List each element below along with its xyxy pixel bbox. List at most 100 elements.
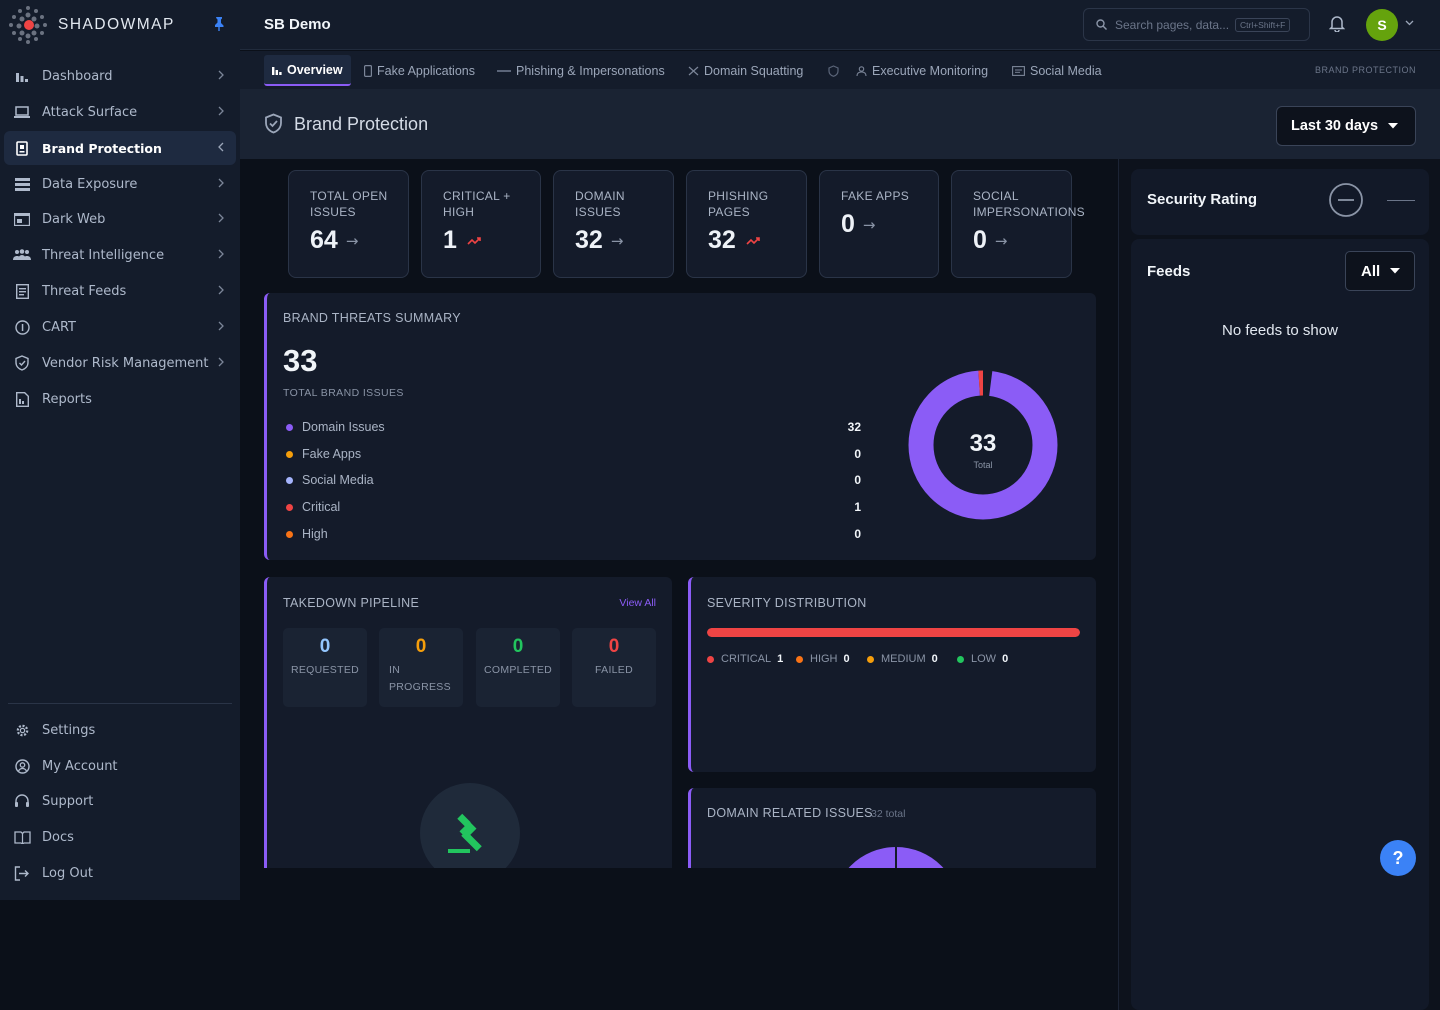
legend-value: 0 [854,473,861,487]
pin-icon[interactable] [212,16,226,32]
tab-fake-applications[interactable]: Fake Applications [364,55,475,86]
tab-label: Phishing & Impersonations [516,63,665,78]
tab-domain-squatting[interactable]: Domain Squatting [688,55,803,86]
arrow-right-icon: → [994,231,1008,250]
legend-label: High [302,527,328,541]
sidebar-item-label: Log Out [42,865,93,881]
legend-value: 1 [854,500,861,514]
shadowmap-logo-icon [9,6,47,44]
view-all-link[interactable]: View All [619,597,656,609]
user-circle-icon [12,756,32,776]
takedown-stage-failed[interactable]: 0 FAILED [572,628,656,707]
security-rating-title: Security Rating [1147,191,1258,208]
takedown-stage-completed[interactable]: 0 COMPLETED [476,628,560,707]
avatar[interactable]: S [1366,9,1398,41]
book-icon [12,827,32,847]
tab-label: Executive Monitoring [872,63,989,78]
panel-title: SEVERITY DISTRIBUTION [707,596,867,610]
stage-label: COMPLETED [483,664,553,676]
stat-card-critical-high[interactable]: CRITICAL + HIGH 1 [421,170,541,278]
sidebar-item-my-account[interactable]: My Account [4,749,236,783]
legend-dot [957,655,964,663]
sidebar: SHADOWMAP Dashboard Attack Surface Brand… [0,0,240,900]
sidebar-item-brand-protection[interactable]: Brand Protection [4,131,236,165]
legend-label: MEDIUM [881,653,926,665]
no-feeds-message: No feeds to show [1222,322,1338,339]
right-column: Security Rating Feeds All No feeds to sh… [1118,159,1440,1010]
stage-value: 0 [512,636,524,657]
security-rating-card: Security Rating [1131,169,1429,235]
sidebar-item-logout[interactable]: Log Out [4,856,236,890]
takedown-stage-requested[interactable]: 0 REQUESTED [283,628,367,707]
stage-label: FAILED [595,664,633,676]
tab-bar: Overview Fake Applications Phishing & Im… [240,51,1440,89]
search-input[interactable] [1115,17,1233,32]
legend-dot [286,450,293,458]
legend-row-critical: Critical 1 [286,497,861,517]
chevron-down-icon[interactable] [1405,20,1414,26]
stat-card-phishing-pages[interactable]: PHISHING PAGES 32 [686,170,807,278]
legend-row-high: High 0 [286,524,861,544]
legend-label: Critical [302,500,341,514]
stat-card-domain-issues[interactable]: DOMAIN ISSUES 32 → [553,170,674,278]
sidebar-item-docs[interactable]: Docs [4,820,236,854]
sidebar-item-label: Reports [42,391,92,407]
stat-card-social-impersonations[interactable]: SOCIAL IMPERSONATIONS 0 → [951,170,1085,278]
sidebar-item-support[interactable]: Support [4,784,236,818]
sidebar-item-dashboard[interactable]: Dashboard [4,59,236,93]
date-range-value: Last 30 days [1291,118,1379,134]
sidebar-item-label: Settings [42,722,96,738]
search-box[interactable]: Ctrl+Shift+F [1083,8,1310,41]
tab-executive-monitoring[interactable]: Executive Monitoring [856,55,988,86]
title-row: Brand Protection Last 30 days [240,89,1440,159]
gear-icon [12,720,32,740]
tab-phishing[interactable]: Phishing & Impersonations [497,55,665,86]
stage-label: IN PROGRESS [389,664,451,693]
stat-card-total-open[interactable]: TOTAL OPEN ISSUES 64 → [288,170,409,278]
sidebar-item-threat-feeds[interactable]: Threat Feeds [4,274,236,308]
sidebar-item-attack-surface[interactable]: Attack Surface [4,95,236,129]
shuffle-icon [688,66,699,76]
caret-down-icon [1390,268,1401,274]
chevron-right-icon [218,178,224,188]
database-icon [12,174,32,194]
shield-icon [12,353,32,373]
tab-social-media[interactable]: Social Media [1012,55,1102,86]
stat-value: 32 [575,226,603,254]
stat-value: 0 [973,226,987,254]
sidebar-item-threat-intelligence[interactable]: Threat Intelligence [4,238,236,272]
stage-value: 0 [415,636,427,657]
tab-label: Domain Squatting [704,63,804,78]
chevron-right-icon [218,70,224,80]
legend-value: 1 [777,653,784,665]
panel-title: BRAND THREATS SUMMARY [283,311,461,325]
logo[interactable]: SHADOWMAP [8,4,175,46]
bell-icon[interactable] [1329,14,1345,32]
chevron-left-icon [218,142,224,152]
legend-row-domain-issues: Domain Issues 32 [286,417,861,437]
feeds-filter-select[interactable]: All [1345,251,1415,291]
severity-bar-critical [707,628,1080,637]
sidebar-item-label: Threat Feeds [42,283,127,299]
panel-title: DOMAIN RELATED ISSUES [707,806,873,820]
tab-shield[interactable] [828,55,844,86]
help-button[interactable]: ? [1380,840,1416,876]
date-range-select[interactable]: Last 30 days [1276,106,1416,146]
sidebar-item-reports[interactable]: Reports [4,382,236,416]
stat-card-fake-apps[interactable]: FAKE APPS 0 → [819,170,939,278]
sidebar-item-vendor-risk[interactable]: Vendor Risk Management [4,346,236,380]
gavel-icon [448,813,482,853]
domain-issues-count: 32 total [871,808,906,820]
message-icon [1012,65,1025,76]
tab-overview[interactable]: Overview [264,55,351,86]
takedown-stage-in-progress[interactable]: 0 IN PROGRESS [379,628,463,707]
sidebar-item-dark-web[interactable]: Dark Web [4,202,236,236]
stat-label: DOMAIN ISSUES [575,189,625,219]
legend-dot [286,423,293,431]
chevron-right-icon [218,213,224,223]
sidebar-item-cart[interactable]: CART [4,310,236,344]
sidebar-divider [8,703,232,704]
sidebar-item-settings[interactable]: Settings [4,713,236,747]
sidebar-item-data-exposure[interactable]: Data Exposure [4,167,236,201]
donut-slice-domain-issues [908,370,1058,520]
